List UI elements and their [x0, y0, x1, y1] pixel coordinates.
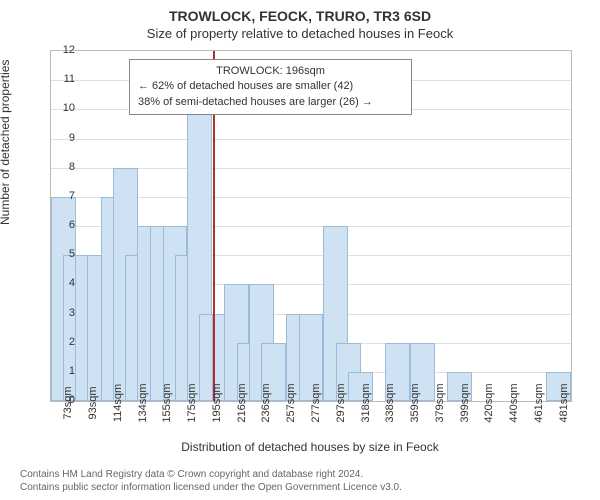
y-tick-label: 5 — [51, 248, 75, 260]
infobox-line-larger: 38% of semi-detached houses are larger (… — [138, 95, 403, 110]
y-tick-label: 11 — [51, 73, 75, 85]
x-tick-label: 195sqm — [211, 383, 223, 422]
y-tick-label: 1 — [51, 365, 75, 377]
x-tick-label: 277sqm — [310, 383, 322, 422]
x-tick-label: 481sqm — [558, 383, 570, 422]
chart-subtitle: Size of property relative to detached ho… — [0, 24, 600, 41]
x-tick-label: 297sqm — [335, 383, 347, 422]
x-tick-label: 73sqm — [62, 386, 74, 419]
x-tick-label: 338sqm — [384, 383, 396, 422]
y-tick-label: 7 — [51, 190, 75, 202]
credit-line-2: Contains public sector information licen… — [20, 481, 402, 494]
y-axis-label: Number of detached properties — [0, 60, 12, 225]
x-tick-label: 359sqm — [409, 383, 421, 422]
x-tick-label: 114sqm — [112, 384, 124, 422]
gridline — [51, 139, 571, 140]
x-tick-label: 399sqm — [459, 383, 471, 422]
x-tick-label: 216sqm — [236, 383, 248, 422]
x-tick-label: 461sqm — [533, 383, 545, 422]
y-tick-label: 9 — [51, 132, 75, 144]
infobox-line-smaller: ← 62% of detached houses are smaller (42… — [138, 79, 403, 94]
y-tick-label: 10 — [51, 102, 75, 114]
y-tick-label: 4 — [51, 277, 75, 289]
y-tick-label: 6 — [51, 219, 75, 231]
x-tick-label: 318sqm — [360, 383, 372, 422]
credit-line-1: Contains HM Land Registry data © Crown c… — [20, 468, 402, 481]
x-tick-label: 379sqm — [434, 383, 446, 422]
x-tick-label: 134sqm — [137, 383, 149, 422]
x-tick-label: 440sqm — [508, 383, 520, 422]
y-tick-label: 12 — [51, 44, 75, 56]
credit-text: Contains HM Land Registry data © Crown c… — [20, 468, 402, 494]
x-tick-label: 155sqm — [161, 383, 173, 422]
x-tick-label: 175sqm — [186, 383, 198, 422]
y-tick-label: 2 — [51, 336, 75, 348]
y-tick-label: 3 — [51, 307, 75, 319]
chart-plot-area: TROWLOCK: 196sqm← 62% of detached houses… — [50, 50, 572, 402]
x-tick-label: 420sqm — [483, 383, 495, 422]
x-tick-label: 93sqm — [87, 386, 99, 419]
chart-title: TROWLOCK, FEOCK, TRURO, TR3 6SD — [0, 0, 600, 24]
y-tick-label: 8 — [51, 161, 75, 173]
infobox-title: TROWLOCK: 196sqm — [138, 64, 403, 79]
infobox: TROWLOCK: 196sqm← 62% of detached houses… — [129, 59, 412, 115]
x-axis-label: Distribution of detached houses by size … — [50, 440, 570, 454]
x-tick-label: 257sqm — [285, 383, 297, 422]
x-tick-label: 236sqm — [260, 383, 272, 422]
